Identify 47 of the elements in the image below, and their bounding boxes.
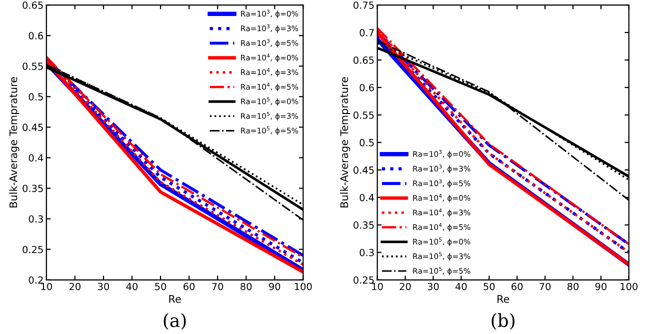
y-tick-label: 0.75 [354, 1, 374, 9]
x-tick-label: 90 [595, 282, 606, 290]
y-tick-label: 0.65 [22, 1, 43, 9]
y-tick-label: 0.4 [360, 194, 374, 202]
x-axis-title: Re [169, 295, 181, 303]
x-tick-label: 50 [155, 282, 166, 290]
y-tick-label: 0.25 [354, 276, 374, 284]
y-tick-label: 0.35 [354, 221, 374, 229]
x-tick-label: 80 [240, 282, 252, 290]
y-tick-label: 0.5 [360, 138, 374, 146]
y-tick-label: 0.6 [360, 84, 374, 92]
y-tick-label: 0.35 [22, 184, 43, 192]
y-tick-label: 0.2 [28, 276, 43, 284]
x-tick-label: 20 [400, 282, 411, 290]
x-tick-label: 30 [98, 282, 110, 290]
y-tick-label: 0.45 [354, 166, 374, 174]
text: (a) [164, 313, 186, 330]
x-tick-label: 70 [540, 282, 551, 290]
y-axis-title: Bulk-Average Temprature [9, 77, 20, 208]
x-tick-label: 70 [212, 282, 224, 290]
x-tick-label: 10 [41, 282, 52, 290]
x-tick-label: 60 [184, 282, 195, 290]
y-tick-label: 0.55 [22, 62, 43, 70]
x-tick-label: 10 [372, 282, 383, 290]
x-tick-label: 30 [428, 282, 439, 290]
x-tick-label: 40 [126, 282, 138, 290]
x-tick-label: 50 [484, 282, 495, 290]
y-tick-label: 0.6 [28, 32, 44, 40]
text: (b) [492, 313, 514, 330]
y-tick-label: 0.7 [360, 28, 374, 36]
y-tick-label: 0.25 [22, 246, 43, 254]
x-tick-label: 100 [620, 282, 638, 290]
y-tick-label: 0.5 [28, 93, 43, 100]
y-axis-title: Bulk-Average Temprature [340, 77, 350, 208]
x-tick-label: 80 [567, 282, 579, 290]
x-tick-label: 20 [69, 282, 81, 290]
x-axis-title: Re [498, 295, 510, 303]
x-tick-label: 40 [455, 282, 467, 290]
y-tick-label: 0.45 [22, 124, 43, 132]
x-tick-label: 100 [294, 282, 312, 290]
y-tick-label: 0.3 [28, 215, 43, 223]
x-tick-label: 90 [269, 282, 280, 290]
y-tick-label: 0.65 [354, 56, 374, 64]
y-tick-label: 0.55 [354, 111, 374, 119]
y-tick-label: 0.3 [360, 248, 374, 256]
y-tick-label: 0.4 [28, 154, 44, 162]
x-tick-label: 60 [512, 282, 523, 290]
